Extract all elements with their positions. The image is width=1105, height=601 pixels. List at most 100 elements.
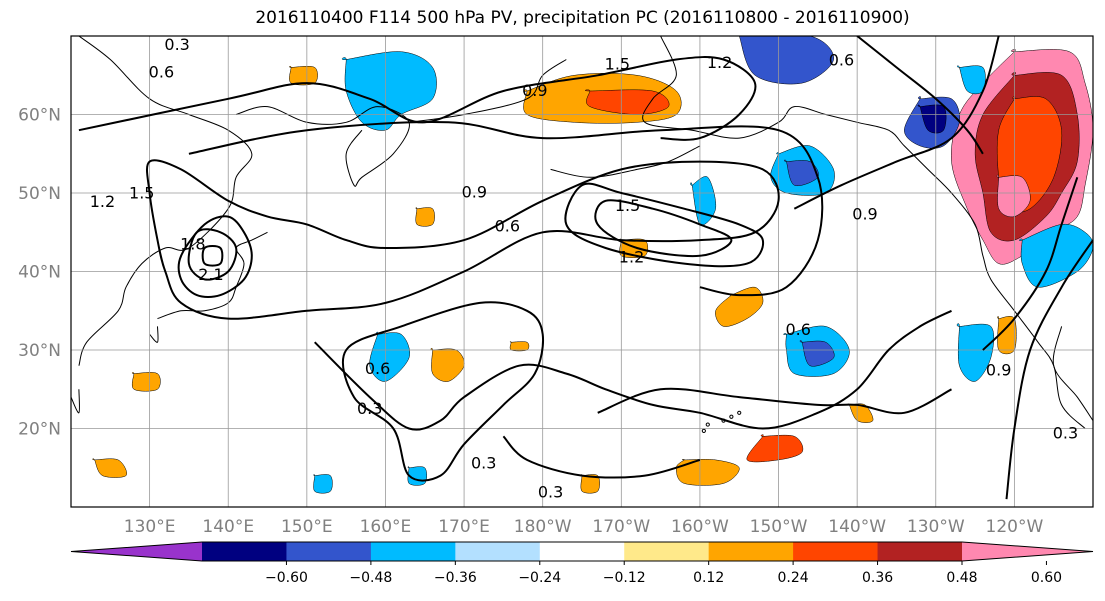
colorbar-tick-label: 0.48 <box>946 570 977 586</box>
contour-label: 0.3 <box>164 35 189 54</box>
coastline <box>149 326 159 343</box>
island <box>737 410 742 415</box>
precip-patch <box>784 159 819 187</box>
lon-tick-label: 150°E <box>281 517 333 537</box>
contour-label: 0.9 <box>852 204 877 223</box>
coastline <box>550 145 701 178</box>
pv-contour-layer <box>78 36 1093 500</box>
contour-label: 0.3 <box>471 453 496 472</box>
colorbar-tick-label: −0.48 <box>349 570 392 586</box>
contour-label: 1.2 <box>619 248 644 267</box>
precip-patch <box>715 286 764 327</box>
lon-tick-label: 130°W <box>907 517 965 537</box>
colorbar-swatch <box>708 542 794 561</box>
colorbar-tick-label: −0.12 <box>603 570 646 586</box>
lat-tick-label: 60°N <box>18 106 61 126</box>
colorbar-swatch <box>286 542 372 561</box>
contour-label: 1.2 <box>90 192 115 211</box>
precip-patch <box>676 459 740 486</box>
contour-label: 1.2 <box>707 53 732 72</box>
lat-tick-label: 30°N <box>18 341 61 361</box>
lon-tick-label: 160°E <box>360 517 412 537</box>
colorbar-extend-high <box>962 542 1093 561</box>
coastline <box>642 36 1086 429</box>
contour-labels: 0.3 0.6 1.2 1.5 1.8 2.1 1.5 1.2 0.6 0.9 0.9 0.6 1.5 1… <box>90 35 1078 501</box>
map-title: 2016110400 F114 500 hPa PV, precipitatio… <box>255 8 910 28</box>
precip-patch <box>131 372 161 392</box>
coastline <box>71 389 80 414</box>
lon-tick-label: 170°E <box>438 517 490 537</box>
contour-label: 0.6 <box>829 51 854 70</box>
colorbar-tick-label: 0.24 <box>778 570 809 586</box>
colorbar-swatch <box>202 542 287 561</box>
colorbar-tick-label: 0.36 <box>862 570 893 586</box>
lon-tick-label: 120°W <box>986 517 1044 537</box>
pv-contour <box>78 56 757 141</box>
colorbar: −0.60 −0.48 −0.36 −0.24 −0.12 0.12 0.24 0.36 0.4… <box>70 541 1094 586</box>
lon-tick-label: 140°E <box>202 517 254 537</box>
contour-label: 0.6 <box>785 320 810 339</box>
colorbar-swatch <box>877 542 963 561</box>
lon-tick-label: 140°W <box>828 517 886 537</box>
pv-contour <box>201 244 224 267</box>
pv-contour <box>187 228 238 281</box>
colorbar-swatch <box>539 542 625 561</box>
contour-label: 0.3 <box>1053 423 1078 442</box>
pv-contour <box>793 36 1000 210</box>
contour-label: 0.9 <box>462 183 487 202</box>
island <box>729 414 734 419</box>
colorbar-extend-low <box>71 542 202 561</box>
lat-tick-label: 50°N <box>18 184 61 204</box>
colorbar-tick-label: 0.12 <box>693 570 724 586</box>
contour-label: 1.5 <box>129 183 154 202</box>
lon-tick-label: 180°W <box>514 517 572 537</box>
contour-label: 0.9 <box>522 81 547 100</box>
precip-patch <box>956 323 995 382</box>
plot-frame <box>70 35 1094 508</box>
lon-tick-label: 170°W <box>592 517 650 537</box>
precip-patch <box>509 341 530 352</box>
contour-label: 1.8 <box>180 234 205 253</box>
pv-contour <box>313 309 952 431</box>
colorbar-tick-label: −0.60 <box>265 570 308 586</box>
contour-label: 1.5 <box>615 196 640 215</box>
colorbar-swatch <box>624 542 710 561</box>
contour-label: 2.1 <box>198 265 223 284</box>
pv-contour <box>564 182 765 268</box>
colorbar-tick-label: 0.60 <box>1031 570 1062 586</box>
lat-tick-label: 40°N <box>18 263 61 283</box>
lat-tick-label: 20°N <box>18 420 61 440</box>
pv-contour <box>341 301 545 482</box>
precip-patch <box>997 316 1017 355</box>
colorbar-tick-label: −0.24 <box>518 570 561 586</box>
lon-tick-label: 130°E <box>124 517 176 537</box>
precip-patch <box>92 458 127 478</box>
lon-tick-label: 160°W <box>671 517 729 537</box>
pv-contour <box>856 36 984 155</box>
pv-contour <box>594 199 733 258</box>
contour-label: 0.3 <box>538 482 563 501</box>
colorbar-outline <box>70 541 1094 562</box>
colorbar-tick-label: −0.36 <box>434 570 477 586</box>
colorbar-swatch <box>793 542 879 561</box>
pv-contour <box>502 435 701 479</box>
coastline <box>1052 326 1093 421</box>
pv-contour <box>597 387 952 415</box>
contour-label: 0.6 <box>149 62 174 81</box>
coastline <box>408 59 567 123</box>
pv-contour <box>177 215 253 299</box>
pv-contour <box>145 159 780 320</box>
colorbar-swatch <box>370 542 456 561</box>
island <box>701 428 706 433</box>
contour-label: 0.9 <box>986 361 1011 380</box>
axis-tick-labels: 20°N 30°N 40°N 50°N 60°N 130°E 140°E 150°E 160°E… <box>18 106 1043 538</box>
precip-patch <box>415 207 435 227</box>
contour-label: 0.6 <box>365 359 390 378</box>
precip-patch <box>289 66 318 86</box>
pv-contour <box>982 176 1079 351</box>
contour-label: 1.5 <box>605 55 630 74</box>
pv-contour <box>1005 239 1093 500</box>
precip-patch <box>799 340 835 367</box>
precip-patch <box>313 474 333 494</box>
